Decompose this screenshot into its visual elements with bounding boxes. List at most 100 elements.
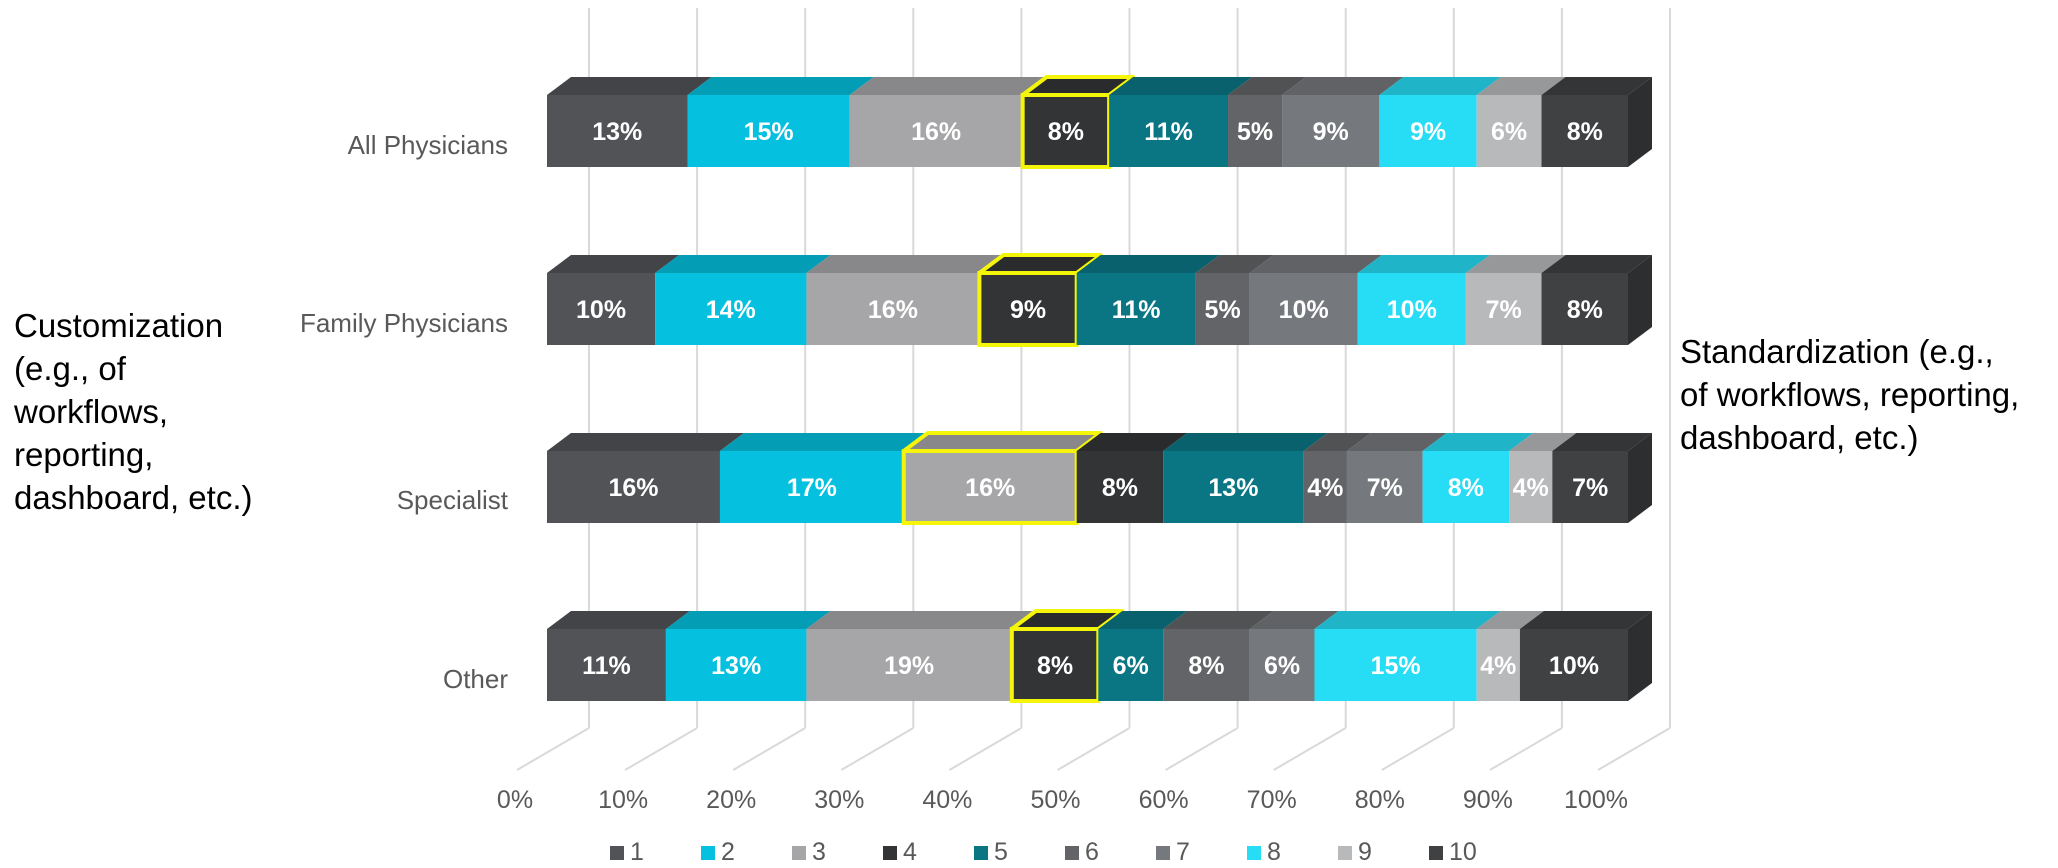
bar-top-face [1476, 611, 1544, 629]
data-label: 8% [1448, 474, 1484, 502]
bar-top-face [1163, 433, 1328, 451]
data-label: 16% [608, 474, 658, 502]
legend-item: 1 [610, 838, 644, 866]
bar-front-face [1076, 273, 1196, 345]
data-label: 7% [1367, 474, 1403, 502]
data-label: 15% [1371, 652, 1421, 680]
data-label: 4% [1513, 474, 1549, 502]
bar-segment: 17% [719, 433, 928, 523]
bar-top-face [1509, 433, 1577, 451]
bar-top-face [1541, 77, 1652, 95]
bar-segment: 10% [1357, 255, 1490, 345]
x-tick-label: 40% [922, 786, 972, 814]
bar-front-face [1228, 95, 1283, 167]
bar-front-face [547, 273, 656, 345]
bar-top-face [1011, 611, 1123, 629]
bar-front-face [1476, 95, 1542, 167]
bar-front-face [903, 451, 1077, 523]
data-label: 4% [1307, 474, 1343, 502]
bar-segment: 16% [806, 255, 1004, 345]
bar-segment: 10% [1249, 255, 1382, 345]
bar-front-face [1541, 273, 1628, 345]
bar-segments: 13% 15% 16% 8% 11% 5% 9% 9% 6% 8% 10% 14% 16% 9% 11% 5%… [547, 75, 1652, 703]
bar-top-face [1422, 433, 1534, 451]
bar-top-face [1303, 433, 1371, 451]
legend-label: 2 [721, 838, 735, 866]
legend-swatch [792, 846, 806, 860]
bar-top-face [547, 77, 712, 95]
data-label: 16% [911, 118, 961, 146]
bar-front-face [1022, 95, 1110, 167]
bar-front-face [1011, 629, 1099, 701]
legend-swatch [883, 846, 897, 860]
data-label: 8% [1048, 118, 1084, 146]
x-tick-label: 90% [1463, 786, 1513, 814]
legend-label: 3 [812, 838, 826, 866]
bar-top-face [806, 255, 1004, 273]
bar-top-face [1076, 433, 1188, 451]
legend-item: 5 [974, 838, 1008, 866]
bar-segment: 13% [665, 611, 831, 701]
data-label: 9% [1010, 296, 1046, 324]
data-label: 4% [1480, 652, 1516, 680]
bar-segment: 8% [1541, 77, 1652, 167]
bar-top-face [979, 255, 1101, 273]
x-tick-label: 10% [598, 786, 648, 814]
legend-swatch [1065, 846, 1079, 860]
legend-item: 4 [883, 838, 917, 866]
data-label: 5% [1237, 118, 1273, 146]
data-label: 10% [1387, 296, 1437, 324]
x-tick-label: 60% [1139, 786, 1189, 814]
bar-segment: 7% [1346, 433, 1447, 523]
bar-top-face [1228, 77, 1307, 95]
floor-gridline [1381, 727, 1455, 771]
bar-segment: 8% [1076, 433, 1188, 523]
legend-label: 7 [1176, 838, 1190, 866]
bar-segment: 15% [687, 77, 874, 167]
floor-gridline [1597, 727, 1671, 771]
bar-front-face [1509, 451, 1553, 523]
bar-top-face [1476, 77, 1566, 95]
legend-swatch [610, 846, 624, 860]
bar-front-face [1379, 95, 1477, 167]
legend-item: 10 [1429, 838, 1477, 866]
x-tick-label: 80% [1355, 786, 1405, 814]
bar-front-face [1552, 451, 1628, 523]
data-label: 5% [1205, 296, 1241, 324]
x-tick-label: 70% [1247, 786, 1297, 814]
data-label: 8% [1567, 118, 1603, 146]
bar-top-face [1357, 255, 1490, 273]
bar-top-face [665, 611, 831, 629]
bar-top-face [1076, 255, 1220, 273]
bar-front-face [1465, 273, 1542, 345]
floor-gridline [1273, 727, 1347, 771]
bar-front-face [1282, 95, 1380, 167]
bar-front-face [547, 95, 688, 167]
data-label: 7% [1572, 474, 1608, 502]
bar-segment: 8% [1541, 255, 1652, 345]
category-label: All Physicians [348, 130, 508, 160]
data-label: 10% [1549, 652, 1599, 680]
bar-segment: 11% [547, 611, 690, 701]
bar-front-face [1422, 451, 1510, 523]
bar-segment: 5% [1228, 77, 1307, 167]
bar-front-face [1346, 451, 1423, 523]
bar-top-face [547, 433, 744, 451]
bar-segment: 4% [1509, 433, 1577, 523]
legend-label: 10 [1449, 838, 1477, 866]
legend-swatch [701, 846, 715, 860]
bar-front-face [655, 273, 807, 345]
bar-front-face [1163, 451, 1304, 523]
bar-segment: 4% [1303, 433, 1371, 523]
data-label: 6% [1113, 652, 1149, 680]
legend-label: 6 [1085, 838, 1099, 866]
bar-front-face [1541, 95, 1628, 167]
bar-top-face [687, 77, 874, 95]
floor-gridline [1489, 727, 1563, 771]
bar-front-face [1249, 273, 1358, 345]
bar-side-face [1628, 77, 1652, 167]
bar-top-face [1098, 611, 1188, 629]
bar-front-face [1163, 629, 1250, 701]
legend-item: 2 [701, 838, 735, 866]
